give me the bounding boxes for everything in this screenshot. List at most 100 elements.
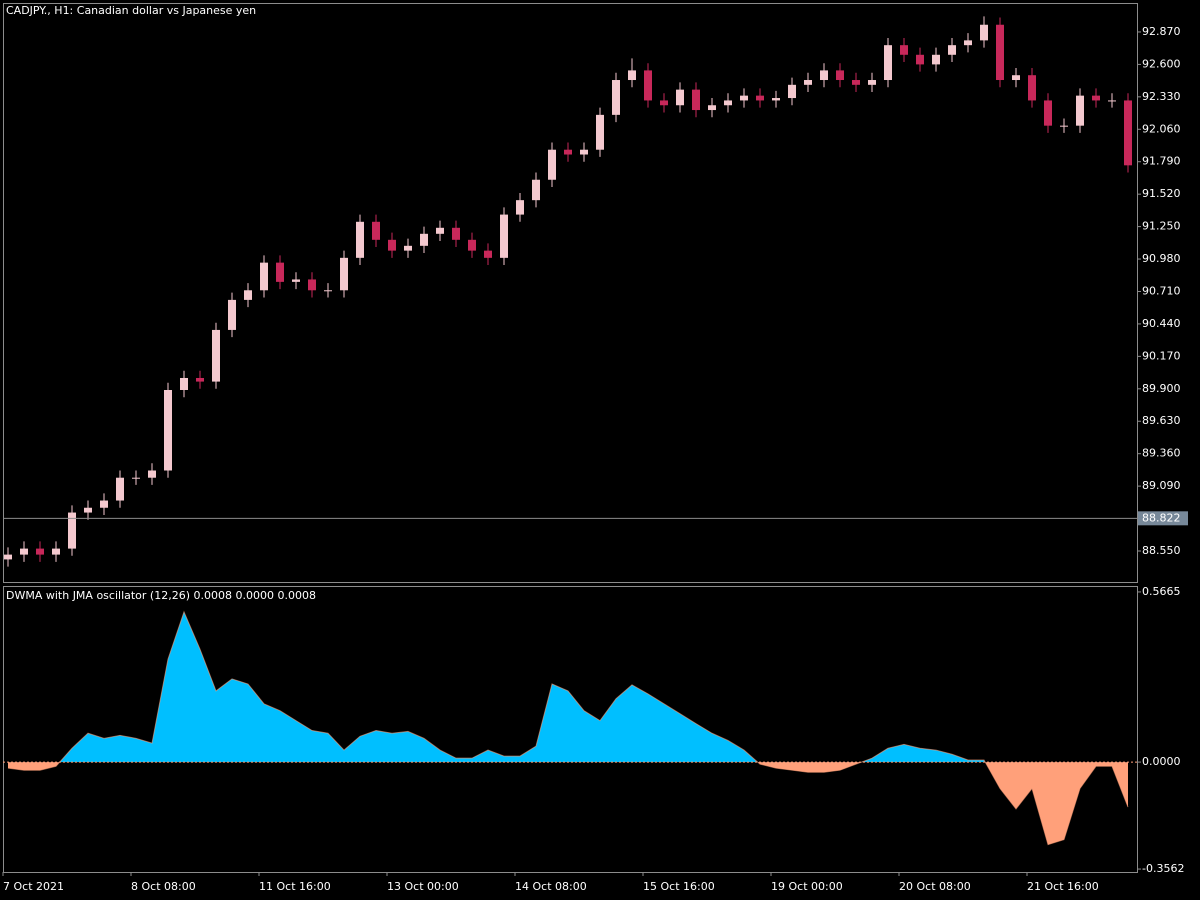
- current-price-box: [1138, 511, 1188, 526]
- candle-body: [820, 70, 828, 81]
- candle-body: [932, 54, 940, 65]
- candle-body: [324, 290, 332, 292]
- current-price-label: 88.822: [1142, 511, 1181, 524]
- x-tick-label: 8 Oct 08:00: [131, 880, 196, 893]
- candle-body: [100, 500, 108, 508]
- candle-body: [1076, 95, 1084, 126]
- candle-body: [772, 98, 780, 101]
- candle-body: [964, 40, 972, 46]
- y-tick-label: -0.3562: [1142, 862, 1184, 875]
- candle-body: [884, 45, 892, 81]
- candle-body: [196, 377, 204, 382]
- oscillator-pane-frame: [3, 586, 1138, 873]
- x-tick-label: 15 Oct 16:00: [643, 880, 715, 893]
- candle-body: [148, 470, 156, 478]
- y-tick-label: 90.170: [1142, 349, 1181, 362]
- y-tick-label: 89.090: [1142, 479, 1181, 492]
- y-tick-label: 90.980: [1142, 252, 1181, 265]
- y-tick-label: 92.870: [1142, 25, 1181, 38]
- candle-body: [420, 233, 428, 246]
- candle-body: [468, 239, 476, 251]
- y-tick-label: 0.0000: [1142, 755, 1181, 768]
- candle-body: [740, 95, 748, 101]
- candle-body: [580, 149, 588, 155]
- candle-body: [244, 290, 252, 300]
- candle-body: [724, 100, 732, 106]
- candle-body: [84, 507, 92, 513]
- y-tick-label: 92.600: [1142, 57, 1181, 70]
- candle-body: [916, 54, 924, 65]
- candle-body: [788, 84, 796, 99]
- candle-body: [404, 245, 412, 251]
- chart-title: CADJPY., H1: Canadian dollar vs Japanese…: [6, 4, 256, 17]
- candle-body: [996, 24, 1004, 81]
- y-tick-label: 90.440: [1142, 317, 1181, 330]
- candle-body: [388, 239, 396, 251]
- x-tick-label: 13 Oct 00:00: [387, 880, 459, 893]
- y-tick-label: 90.710: [1142, 284, 1181, 297]
- candle-body: [260, 262, 268, 291]
- candle-body: [228, 299, 236, 330]
- oscillator-area-negative: [8, 762, 1128, 845]
- candle-body: [532, 179, 540, 201]
- candle-body: [4, 554, 12, 560]
- oscillator-area-positive: [59, 611, 986, 763]
- x-tick-label: 7 Oct 2021: [3, 880, 64, 893]
- candle-body: [1044, 100, 1052, 126]
- candle-body: [292, 279, 300, 282]
- candle-body: [980, 24, 988, 41]
- y-tick-label: 89.630: [1142, 414, 1181, 427]
- candle-body: [52, 548, 60, 555]
- candle-body: [548, 149, 556, 180]
- x-tick-label: 11 Oct 16:00: [259, 880, 331, 893]
- x-tick-label: 14 Oct 08:00: [515, 880, 587, 893]
- candle-body: [948, 45, 956, 55]
- oscillator-edge: [7, 610, 1129, 846]
- candle-body: [1012, 75, 1020, 81]
- y-tick-label: 91.250: [1142, 220, 1181, 233]
- y-tick-label: 88.550: [1142, 544, 1181, 557]
- y-tick-label: 89.360: [1142, 447, 1181, 460]
- candle-body: [1028, 75, 1036, 101]
- candle-body: [116, 477, 124, 501]
- y-tick-label: 91.520: [1142, 187, 1181, 200]
- candle-body: [804, 80, 812, 85]
- y-tick-label: 0.5665: [1142, 585, 1181, 598]
- candle-body: [452, 227, 460, 240]
- candle-body: [900, 45, 908, 55]
- candle-body: [132, 477, 140, 479]
- candle-body: [676, 89, 684, 106]
- x-tick-label: 19 Oct 00:00: [771, 880, 843, 893]
- candle-body: [340, 257, 348, 291]
- candle-body: [180, 377, 188, 391]
- candle-body: [516, 200, 524, 215]
- y-tick-label: 92.330: [1142, 90, 1181, 103]
- price-pane-frame: [3, 3, 1138, 583]
- candle-body: [276, 262, 284, 282]
- candle-body: [1060, 125, 1068, 127]
- candle-body: [852, 80, 860, 85]
- candle-body: [68, 512, 76, 549]
- y-tick-label: 92.060: [1142, 122, 1181, 135]
- x-tick-label: 20 Oct 08:00: [899, 880, 971, 893]
- candle-body: [692, 89, 700, 111]
- candle-body: [436, 227, 444, 234]
- candle-body: [212, 329, 220, 382]
- candle-body: [564, 149, 572, 155]
- y-tick-label: 89.900: [1142, 382, 1181, 395]
- candle-body: [836, 70, 844, 81]
- indicator-legend: DWMA with JMA oscillator (12,26) 0.0008 …: [6, 589, 316, 602]
- candle-body: [660, 100, 668, 106]
- candle-body: [308, 279, 316, 291]
- candle-body: [708, 105, 716, 111]
- candle-body: [484, 250, 492, 258]
- candle-body: [20, 548, 28, 555]
- candle-body: [628, 70, 636, 81]
- candle-body: [756, 95, 764, 101]
- candle-body: [372, 221, 380, 240]
- candle-body: [500, 214, 508, 258]
- candle-body: [596, 114, 604, 150]
- candle-body: [644, 70, 652, 101]
- y-tick-label: 91.790: [1142, 155, 1181, 168]
